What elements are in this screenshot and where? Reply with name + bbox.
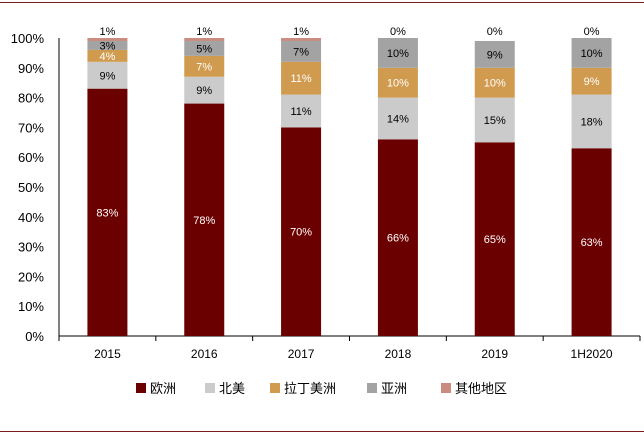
- bar-segment: [87, 88, 128, 336]
- data-label: 0%: [487, 26, 503, 38]
- bar-segment: [377, 97, 418, 140]
- data-label: 78%: [193, 215, 215, 227]
- bar-segment: [281, 40, 322, 62]
- data-label: 15%: [484, 115, 506, 127]
- y-tick-label: 90%: [18, 61, 44, 76]
- bar-segment: [281, 38, 322, 41]
- data-label: 1%: [196, 26, 212, 38]
- y-tick-label: 30%: [18, 240, 44, 255]
- bar-segment: [87, 38, 128, 41]
- data-label: 11%: [290, 73, 311, 85]
- data-label: 83%: [96, 207, 118, 219]
- bar-segment: [87, 61, 128, 89]
- data-label: 70%: [290, 227, 312, 239]
- top-border-line: [0, 2, 644, 3]
- legend-swatch: [270, 383, 280, 393]
- data-label: 18%: [581, 116, 603, 128]
- bar-segment: [87, 40, 128, 50]
- data-label: 1%: [293, 26, 309, 38]
- bar-segment: [377, 38, 418, 68]
- bar-segment: [184, 40, 225, 56]
- legend-label: 拉丁美洲: [284, 382, 336, 397]
- legend-label: 欧洲: [150, 382, 176, 397]
- data-label: 10%: [387, 48, 409, 60]
- data-label: 3%: [99, 40, 115, 52]
- legend-swatch: [367, 383, 377, 393]
- y-tick-label: 80%: [18, 91, 44, 106]
- bar-segment: [474, 67, 515, 98]
- x-tick-label: 2017: [288, 347, 315, 361]
- y-tick-label: 70%: [18, 120, 44, 135]
- bar-segment: [571, 38, 612, 68]
- bar-segment: [571, 148, 612, 336]
- legend-label: 亚洲: [381, 382, 407, 397]
- y-tick-label: 100%: [11, 31, 45, 46]
- data-label: 10%: [387, 78, 409, 90]
- data-label: 10%: [484, 78, 506, 90]
- data-label: 4%: [99, 51, 115, 63]
- data-label: 14%: [387, 113, 409, 125]
- data-label: 66%: [387, 233, 409, 245]
- y-tick-label: 40%: [18, 210, 44, 225]
- bar-segment: [281, 94, 322, 128]
- bar-segment: [571, 94, 612, 149]
- x-tick-label: 2019: [481, 347, 508, 361]
- bar-segment: [87, 49, 128, 62]
- bar-segment: [184, 103, 225, 336]
- bar-segment: [474, 97, 515, 143]
- data-label: 9%: [196, 85, 212, 97]
- bar-segment: [377, 67, 418, 98]
- data-label: 9%: [487, 49, 503, 61]
- x-tick-label: 2016: [191, 347, 218, 361]
- legend-swatch: [441, 383, 451, 393]
- data-label: 63%: [581, 237, 603, 249]
- legend-label: 北美: [219, 382, 245, 397]
- y-tick-label: 50%: [18, 180, 44, 195]
- bottom-border-line: [0, 431, 644, 432]
- data-label: 0%: [584, 26, 600, 38]
- bar-segment: [281, 127, 322, 337]
- bar-segment: [377, 139, 418, 336]
- bar-segment: [571, 67, 612, 95]
- x-tick-label: 2018: [385, 347, 412, 361]
- data-label: 9%: [584, 76, 600, 88]
- bar-segment: [184, 55, 225, 77]
- y-tick-label: 20%: [18, 269, 44, 284]
- bar-segment: [474, 142, 515, 336]
- y-tick-label: 0%: [25, 329, 44, 344]
- bar-segment: [184, 38, 225, 41]
- x-tick-label: 2015: [94, 347, 121, 361]
- data-label: 9%: [99, 70, 115, 82]
- data-label: 11%: [290, 106, 311, 118]
- data-label: 7%: [196, 61, 212, 73]
- data-label: 65%: [484, 234, 506, 246]
- bar-segment: [474, 40, 515, 68]
- data-label: 7%: [293, 46, 309, 58]
- legend-swatch: [136, 383, 146, 393]
- y-tick-label: 10%: [18, 299, 44, 314]
- data-label: 1%: [99, 26, 115, 38]
- bar-segment: [281, 61, 322, 95]
- data-label: 10%: [581, 48, 603, 60]
- legend-label: 其他地区: [455, 382, 507, 397]
- legend-swatch: [205, 383, 215, 393]
- data-label: 0%: [390, 26, 406, 38]
- y-tick-label: 60%: [18, 150, 44, 165]
- bar-segment: [184, 76, 225, 104]
- x-tick-label: 1H2020: [571, 347, 613, 361]
- data-label: 5%: [196, 43, 212, 55]
